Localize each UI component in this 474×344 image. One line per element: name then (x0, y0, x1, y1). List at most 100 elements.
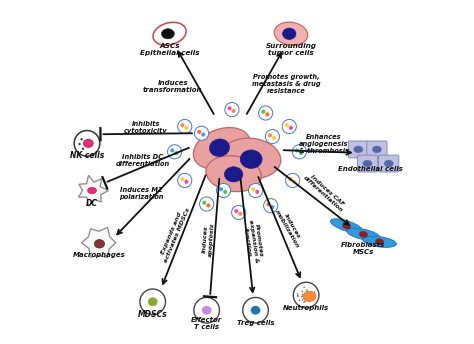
Text: Induces CAF
differentiation: Induces CAF differentiation (302, 171, 348, 214)
Circle shape (282, 119, 296, 133)
Circle shape (293, 282, 319, 308)
Circle shape (299, 151, 303, 155)
Circle shape (299, 300, 300, 301)
Circle shape (255, 190, 259, 194)
Circle shape (82, 148, 84, 150)
Circle shape (201, 132, 205, 137)
Circle shape (270, 205, 274, 209)
Circle shape (181, 123, 184, 127)
Ellipse shape (206, 156, 261, 192)
Circle shape (308, 298, 310, 300)
Circle shape (303, 302, 305, 303)
Circle shape (301, 291, 303, 292)
Circle shape (232, 205, 246, 219)
Circle shape (304, 301, 306, 302)
Circle shape (243, 298, 268, 323)
Circle shape (306, 289, 308, 291)
Circle shape (306, 291, 308, 292)
Ellipse shape (94, 239, 105, 248)
Circle shape (288, 177, 292, 181)
Text: MDSCs: MDSCs (138, 310, 167, 319)
Ellipse shape (224, 167, 243, 182)
Ellipse shape (303, 291, 316, 301)
Circle shape (197, 130, 201, 134)
Circle shape (297, 295, 298, 297)
Circle shape (303, 287, 305, 288)
Ellipse shape (354, 146, 363, 153)
Circle shape (232, 109, 236, 113)
Text: ASCs
Epithelial cells: ASCs Epithelial cells (140, 43, 200, 56)
Ellipse shape (375, 239, 384, 245)
Text: Promotes growth,
metastasis & drug
resistance: Promotes growth, metastasis & drug resis… (252, 74, 320, 95)
Circle shape (223, 190, 227, 194)
Circle shape (178, 119, 192, 133)
Circle shape (268, 133, 272, 137)
Circle shape (295, 148, 299, 152)
Text: Induces M2
polarization: Induces M2 polarization (118, 187, 163, 201)
Ellipse shape (83, 139, 93, 147)
FancyBboxPatch shape (357, 155, 378, 172)
Circle shape (194, 298, 219, 323)
Circle shape (174, 151, 178, 155)
Circle shape (272, 136, 276, 140)
Ellipse shape (283, 28, 296, 40)
Circle shape (297, 295, 299, 297)
Text: Enhances
angiogenesis
& thrombosis: Enhances angiogenesis & thrombosis (299, 135, 349, 154)
Ellipse shape (251, 306, 260, 314)
Ellipse shape (359, 231, 368, 237)
Circle shape (309, 293, 310, 294)
Circle shape (259, 106, 273, 120)
Ellipse shape (148, 298, 157, 306)
Text: Promotes
expansion &
function: Promotes expansion & function (242, 218, 264, 264)
Circle shape (301, 294, 303, 295)
Ellipse shape (363, 236, 396, 247)
Text: Effector
T cells: Effector T cells (191, 317, 222, 330)
Text: DC: DC (86, 198, 98, 207)
Circle shape (261, 110, 265, 114)
Circle shape (248, 183, 263, 197)
Circle shape (81, 138, 83, 140)
Circle shape (265, 130, 280, 144)
Ellipse shape (220, 138, 281, 179)
Ellipse shape (373, 146, 382, 153)
Circle shape (78, 143, 81, 145)
Ellipse shape (363, 160, 372, 167)
Circle shape (200, 197, 214, 211)
Circle shape (238, 212, 242, 216)
Ellipse shape (88, 187, 96, 194)
Circle shape (184, 126, 189, 130)
Circle shape (234, 209, 238, 213)
Text: Induces
transformation: Induces transformation (143, 79, 203, 93)
Ellipse shape (210, 139, 229, 157)
Circle shape (289, 126, 293, 130)
Circle shape (302, 299, 303, 301)
Circle shape (194, 126, 209, 140)
Circle shape (297, 293, 298, 295)
Circle shape (292, 180, 296, 184)
FancyBboxPatch shape (367, 141, 387, 158)
Circle shape (264, 198, 278, 213)
Polygon shape (82, 227, 116, 258)
Ellipse shape (274, 22, 308, 45)
Circle shape (167, 145, 182, 159)
Circle shape (184, 180, 189, 184)
Text: Neutrophils: Neutrophils (283, 304, 329, 311)
Ellipse shape (342, 223, 351, 229)
Circle shape (314, 291, 315, 293)
Circle shape (217, 183, 230, 197)
Text: Inhibits DC
differentiation: Inhibits DC differentiation (116, 154, 170, 167)
Ellipse shape (162, 29, 174, 39)
Text: Expands and
activates MDSCs: Expands and activates MDSCs (158, 205, 191, 264)
Text: Endothelial cells: Endothelial cells (338, 166, 402, 172)
Circle shape (292, 145, 307, 159)
Text: Inhibits
cytotoxicity: Inhibits cytotoxicity (124, 121, 168, 134)
Text: Fibroblasts
MSCs: Fibroblasts MSCs (341, 243, 385, 255)
Ellipse shape (193, 128, 250, 169)
Circle shape (140, 289, 165, 315)
Circle shape (74, 130, 100, 156)
Text: Treg cells: Treg cells (237, 320, 274, 326)
Circle shape (170, 148, 174, 152)
Polygon shape (78, 175, 109, 206)
Circle shape (265, 112, 269, 116)
Ellipse shape (384, 160, 393, 167)
